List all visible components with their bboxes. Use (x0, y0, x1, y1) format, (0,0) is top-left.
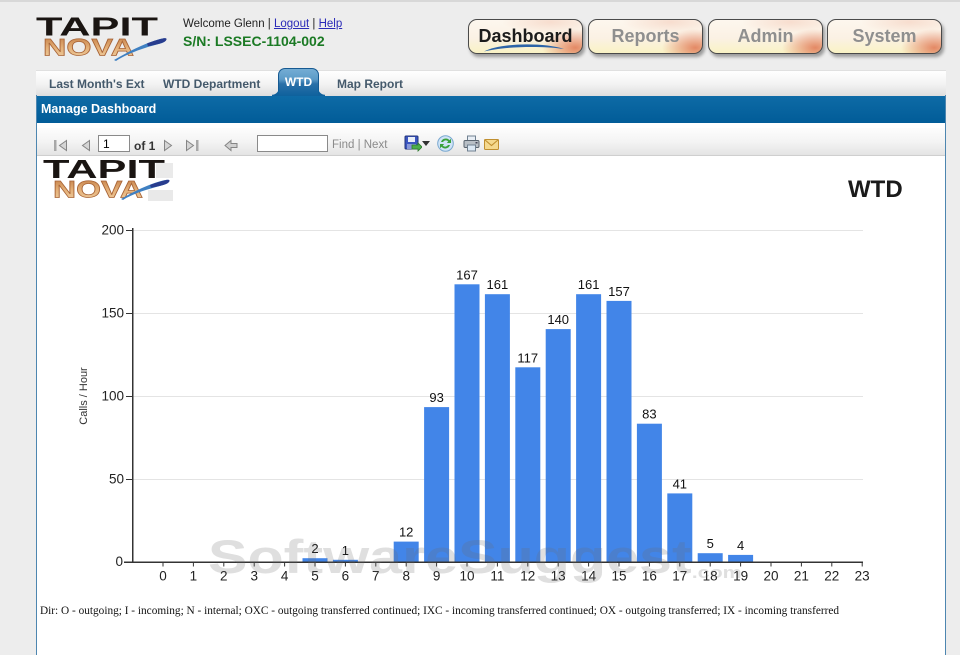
svg-text:161: 161 (487, 277, 509, 292)
svg-text:157: 157 (608, 284, 630, 299)
svg-text:50: 50 (109, 472, 124, 487)
svg-text:4: 4 (281, 569, 289, 584)
svg-text:23: 23 (855, 569, 870, 584)
svg-text:17: 17 (672, 569, 687, 584)
svg-text:12: 12 (520, 569, 535, 584)
svg-text:200: 200 (101, 223, 124, 238)
svg-text:167: 167 (456, 267, 478, 282)
svg-text:93: 93 (429, 390, 443, 405)
svg-text:16: 16 (642, 569, 657, 584)
svg-text:100: 100 (101, 389, 124, 404)
svg-text:TAPIT: TAPIT (36, 13, 158, 41)
svg-text:5: 5 (311, 569, 319, 584)
svg-text:6: 6 (342, 569, 350, 584)
svg-text:NOVA: NOVA (43, 34, 134, 61)
svg-text:4: 4 (737, 538, 744, 553)
svg-text:18: 18 (703, 569, 718, 584)
svg-text:20: 20 (763, 569, 778, 584)
svg-text:NOVA: NOVA (53, 177, 143, 204)
svg-text:0: 0 (115, 554, 123, 569)
svg-text:9: 9 (433, 569, 441, 584)
svg-text:83: 83 (642, 407, 656, 422)
svg-text:TAPIT: TAPIT (43, 157, 165, 184)
svg-text:5: 5 (707, 536, 714, 551)
svg-text:22: 22 (824, 569, 839, 584)
svg-text:0: 0 (159, 569, 167, 584)
svg-text:41: 41 (673, 476, 687, 491)
svg-text:117: 117 (517, 350, 538, 365)
svg-text:1: 1 (342, 543, 349, 558)
svg-text:3: 3 (250, 569, 258, 584)
svg-text:21: 21 (794, 569, 809, 584)
svg-text:13: 13 (551, 569, 566, 584)
svg-text:161: 161 (578, 277, 600, 292)
svg-text:12: 12 (399, 525, 413, 540)
svg-text:2: 2 (220, 569, 228, 584)
svg-text:10: 10 (459, 569, 474, 584)
svg-text:19: 19 (733, 569, 748, 584)
svg-text:7: 7 (372, 569, 380, 584)
svg-text:150: 150 (101, 306, 124, 321)
svg-text:14: 14 (581, 569, 597, 584)
svg-text:1: 1 (190, 569, 198, 584)
svg-text:8: 8 (402, 569, 410, 584)
svg-text:15: 15 (611, 569, 626, 584)
svg-text:140: 140 (547, 312, 569, 327)
svg-text:2: 2 (311, 541, 318, 556)
svg-text:11: 11 (490, 569, 504, 584)
svg-text:Calls / Hour: Calls / Hour (78, 367, 90, 425)
